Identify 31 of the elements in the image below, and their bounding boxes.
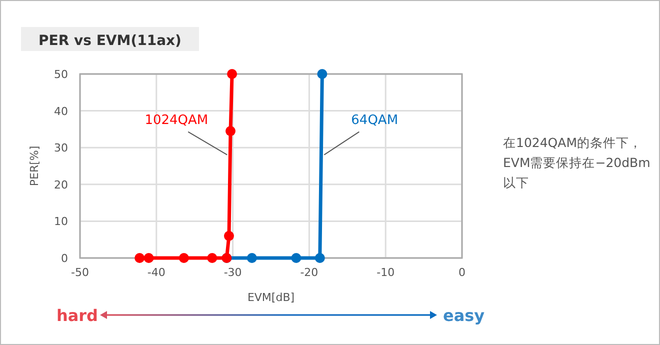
point — [144, 253, 154, 263]
text: 64QAM — [351, 112, 398, 128]
point — [227, 69, 238, 79]
y-tick-label: 40 — [54, 104, 68, 118]
y-tick-label: 0 — [61, 252, 68, 265]
point — [207, 253, 218, 263]
point — [317, 69, 328, 79]
y-axis-title: PER[%] — [28, 146, 41, 186]
text: hard — [56, 306, 98, 325]
text: easy — [443, 306, 486, 325]
x-tick-label: -30 — [224, 266, 242, 279]
point — [224, 230, 234, 241]
x-tick-label: -20 — [300, 266, 318, 279]
point — [246, 253, 257, 263]
x-axis-title: EVM[dB] — [247, 291, 295, 304]
text: 在1024QAM的条件下，EVM需要保持在−20dBm以下 — [503, 134, 652, 192]
chart-title: PER vs EVM(11ax) — [38, 33, 182, 49]
point — [314, 253, 325, 263]
x-tick-label: -50 — [71, 266, 89, 279]
y-tick-label: 20 — [54, 178, 68, 192]
y-tick-label: 50 — [54, 68, 68, 81]
x-tick-label: 0 — [458, 266, 466, 279]
series-label: 1024QAM — [144, 112, 208, 128]
y-tick-label: 10 — [54, 215, 68, 228]
point — [291, 253, 302, 263]
x-tick-label: -10 — [376, 266, 395, 279]
x-tick-label: -40 — [147, 266, 166, 279]
y-tick-label: 30 — [54, 142, 68, 155]
point — [178, 253, 189, 263]
point — [226, 126, 236, 136]
point — [134, 253, 145, 263]
